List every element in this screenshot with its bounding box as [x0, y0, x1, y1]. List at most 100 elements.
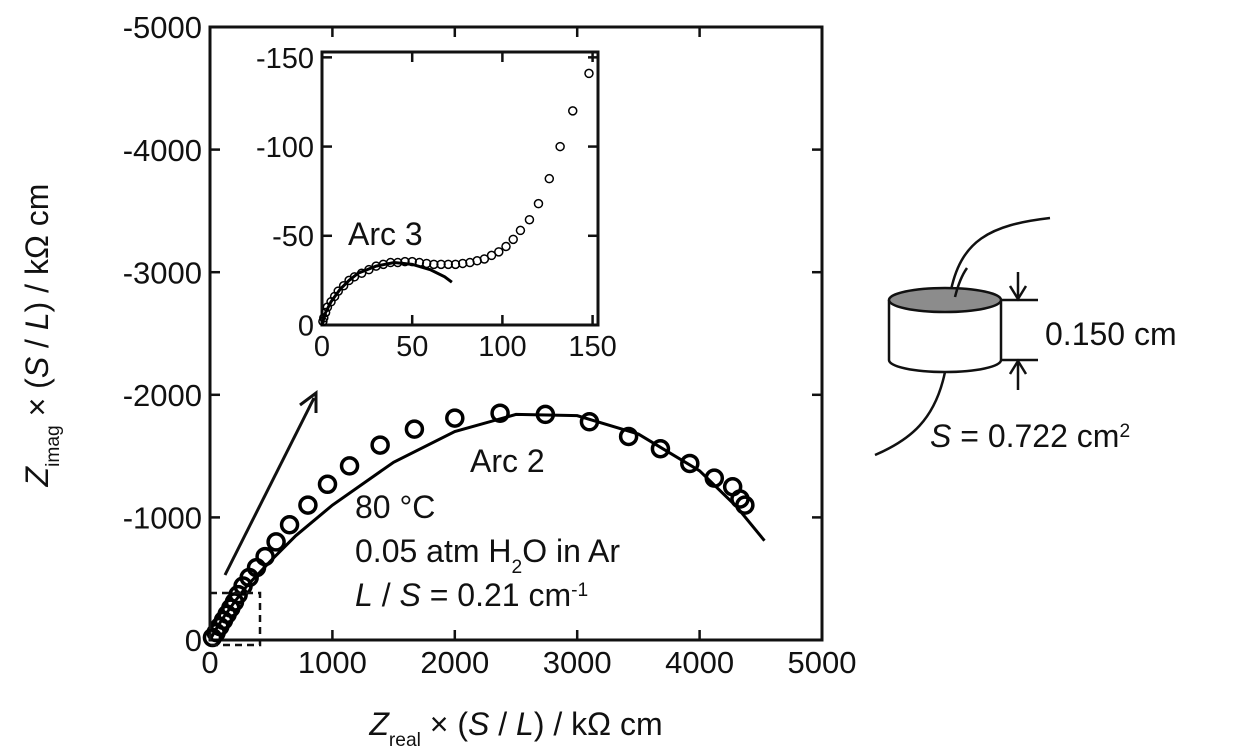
- arrow-head: [299, 390, 318, 413]
- data-point: [429, 259, 439, 270]
- data-point: [404, 419, 425, 439]
- data-point: [567, 106, 578, 116]
- data-point: [317, 474, 338, 495]
- y-axis-label: Zimag × (S / L) / kΩ cm: [19, 184, 64, 488]
- y-tick-label: -3000: [123, 255, 202, 290]
- text-part: Z: [368, 706, 390, 742]
- text-part: × (: [19, 378, 55, 425]
- x-tick-label: 0: [201, 645, 218, 680]
- x-tick-label: 2000: [420, 645, 489, 680]
- zoom-box: [208, 591, 262, 647]
- data-point: [524, 214, 535, 225]
- text-part: ) / kΩ cm: [534, 706, 663, 742]
- x-tick-label: 150: [568, 331, 616, 363]
- fit-line: [208, 412, 766, 641]
- text-part: Arc 3: [348, 216, 423, 252]
- annotation: L / S = 0.21 cm-1: [355, 577, 588, 613]
- y-tick-label: -100: [256, 132, 314, 164]
- text-part: real: [389, 730, 421, 751]
- arrow-head: [1008, 285, 1028, 302]
- text-part: -1: [571, 580, 588, 601]
- text-part: 2: [512, 557, 523, 578]
- text-part: = 0.21 cm: [421, 577, 571, 613]
- data-point: [533, 198, 544, 209]
- x-tick-label: 50: [396, 331, 428, 363]
- text-part: 2: [1119, 421, 1130, 442]
- text-part: 80 °C: [355, 489, 435, 525]
- text-part: L: [19, 312, 55, 330]
- text-part: S: [468, 706, 489, 742]
- text-part: = 0.722 cm: [951, 418, 1119, 454]
- annotation: Arc 3: [348, 216, 423, 252]
- data-point: [494, 247, 504, 257]
- area-label: S = 0.722 cm2: [930, 418, 1130, 454]
- text-part: 0.05 atm H: [355, 533, 512, 569]
- fit-line: [320, 261, 453, 326]
- text-part: /: [373, 577, 400, 613]
- text-part: ) / kΩ cm: [19, 184, 55, 313]
- data-point: [555, 141, 565, 152]
- y-tick-label: 0: [185, 623, 202, 658]
- data-point: [501, 241, 511, 252]
- cylinder-top: [887, 286, 1003, 314]
- annotation: Arc 2: [470, 443, 545, 479]
- text-part: /: [19, 330, 55, 357]
- data-point: [680, 453, 700, 474]
- data-point: [266, 532, 286, 552]
- x-tick-label: 1000: [298, 645, 367, 680]
- x-tick-label: 3000: [543, 645, 612, 680]
- annotation: 80 °C: [355, 489, 435, 525]
- data-point: [400, 256, 410, 267]
- data-point: [333, 286, 343, 296]
- data-point: [515, 225, 526, 236]
- data-point: [584, 68, 594, 79]
- sample-schematic: [874, 216, 1051, 457]
- text-part: S: [930, 418, 951, 454]
- x-tick-label: 100: [478, 331, 526, 363]
- data-point: [486, 250, 497, 261]
- data-point: [544, 173, 555, 184]
- y-tick-label: -4000: [123, 133, 202, 168]
- data-point: [490, 403, 510, 423]
- y-tick-label: -50: [272, 221, 314, 253]
- y-tick-label: -150: [256, 43, 314, 75]
- x-tick-label: 4000: [665, 645, 734, 680]
- data-point: [443, 259, 454, 270]
- data-point: [508, 234, 518, 245]
- x-tick-label: 5000: [788, 645, 857, 680]
- text-part: /: [489, 706, 516, 742]
- wire: [874, 371, 947, 457]
- data-point: [279, 515, 300, 535]
- data-point: [479, 254, 490, 264]
- y-tick-label: -5000: [123, 10, 202, 45]
- cylinder-side: [887, 300, 1003, 374]
- data-point: [436, 259, 446, 270]
- text-part: L: [355, 577, 373, 613]
- x-tick-label: 0: [314, 331, 330, 363]
- annotation: 0.05 atm H2O in Ar: [355, 533, 620, 578]
- text-part: S: [399, 577, 420, 613]
- data-point: [445, 408, 465, 428]
- wire: [953, 267, 969, 298]
- text-part: Z: [19, 465, 55, 487]
- text-part: Arc 2: [470, 443, 545, 479]
- data-point: [339, 456, 360, 476]
- arrow-head: [1008, 358, 1028, 375]
- text-part: L: [516, 706, 534, 742]
- text-part: S: [19, 357, 55, 378]
- x-axis-label: Zreal × (S / L) / kΩ cm: [368, 706, 662, 751]
- wire: [948, 216, 1051, 296]
- text-part: × (: [421, 706, 468, 742]
- y-tick-label: -2000: [123, 378, 202, 413]
- y-tick-label: 0: [298, 310, 314, 342]
- text-part: O in Ar: [522, 533, 620, 569]
- data-point: [338, 280, 349, 291]
- text-part: imag: [43, 425, 64, 467]
- zoom-arrow: [223, 397, 316, 576]
- data-point: [370, 435, 390, 455]
- thickness-label: 0.150 cm: [1045, 316, 1177, 352]
- data-point: [349, 272, 360, 282]
- data-point: [298, 495, 318, 515]
- y-tick-label: -1000: [123, 501, 202, 536]
